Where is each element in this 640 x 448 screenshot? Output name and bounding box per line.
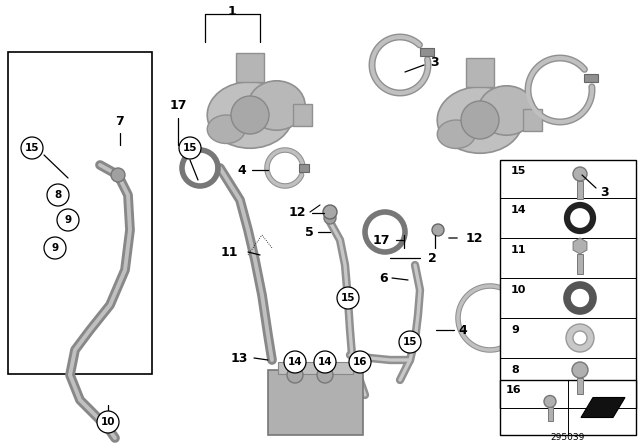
- Circle shape: [21, 137, 43, 159]
- Text: 15: 15: [511, 166, 526, 176]
- Text: 13: 13: [230, 352, 248, 365]
- Bar: [268, 370, 363, 435]
- Circle shape: [572, 362, 588, 378]
- Ellipse shape: [207, 115, 245, 143]
- Circle shape: [399, 331, 421, 353]
- Circle shape: [314, 351, 336, 373]
- Bar: [577, 254, 583, 274]
- Text: 10: 10: [511, 285, 526, 295]
- Text: 15: 15: [183, 143, 197, 153]
- Bar: [577, 181, 583, 199]
- Bar: [612, 199, 626, 207]
- Bar: [547, 408, 552, 422]
- Circle shape: [317, 367, 333, 383]
- Text: 17: 17: [169, 99, 187, 112]
- Text: 9: 9: [65, 215, 72, 225]
- Text: 3: 3: [600, 185, 609, 198]
- Circle shape: [44, 237, 66, 259]
- Text: 15: 15: [403, 337, 417, 347]
- Bar: [466, 58, 494, 87]
- Text: 17: 17: [372, 233, 390, 246]
- Circle shape: [337, 287, 359, 309]
- Bar: [518, 314, 528, 322]
- Polygon shape: [581, 397, 625, 418]
- Bar: [236, 53, 264, 82]
- Text: 6: 6: [380, 271, 388, 284]
- Text: 2: 2: [428, 251, 436, 264]
- Text: 7: 7: [116, 115, 124, 128]
- Text: 14: 14: [288, 357, 302, 367]
- Circle shape: [324, 212, 336, 224]
- Ellipse shape: [437, 120, 476, 148]
- Ellipse shape: [248, 81, 305, 130]
- Bar: [292, 103, 312, 126]
- Circle shape: [57, 209, 79, 231]
- Ellipse shape: [437, 87, 523, 153]
- Polygon shape: [573, 238, 587, 254]
- Text: 8: 8: [511, 365, 519, 375]
- Circle shape: [284, 351, 306, 373]
- Bar: [584, 73, 598, 82]
- Bar: [299, 164, 309, 172]
- Text: 11: 11: [221, 246, 238, 258]
- Bar: [8, 52, 152, 374]
- Text: 11: 11: [511, 245, 527, 255]
- Circle shape: [287, 367, 303, 383]
- Circle shape: [573, 331, 587, 345]
- Ellipse shape: [207, 82, 292, 148]
- Text: 16: 16: [353, 357, 367, 367]
- Circle shape: [349, 351, 371, 373]
- Circle shape: [179, 137, 201, 159]
- Circle shape: [111, 168, 125, 182]
- Text: 1: 1: [228, 5, 236, 18]
- Text: 8: 8: [54, 190, 61, 200]
- Ellipse shape: [478, 86, 535, 135]
- Circle shape: [544, 396, 556, 408]
- Circle shape: [403, 333, 417, 347]
- Circle shape: [566, 324, 594, 352]
- Text: 295039: 295039: [551, 434, 585, 443]
- Text: 10: 10: [100, 417, 115, 427]
- Circle shape: [573, 167, 587, 181]
- Circle shape: [432, 224, 444, 236]
- Circle shape: [97, 411, 119, 433]
- Bar: [278, 362, 353, 374]
- Circle shape: [341, 293, 355, 307]
- Circle shape: [231, 96, 269, 134]
- Text: 14: 14: [317, 357, 332, 367]
- Text: 4: 4: [237, 164, 246, 177]
- Text: 14: 14: [511, 205, 527, 215]
- Text: 9: 9: [511, 325, 519, 335]
- Bar: [500, 380, 636, 435]
- Circle shape: [461, 101, 499, 139]
- Text: 15: 15: [25, 143, 39, 153]
- Text: 16: 16: [506, 385, 522, 395]
- Text: 4: 4: [458, 323, 467, 336]
- Text: 3: 3: [430, 56, 438, 69]
- Text: 5: 5: [305, 225, 314, 238]
- Text: 12: 12: [466, 232, 483, 245]
- Text: 9: 9: [51, 243, 59, 253]
- Bar: [523, 108, 541, 131]
- Circle shape: [323, 205, 337, 219]
- Bar: [500, 160, 636, 408]
- Bar: [420, 47, 433, 56]
- Bar: [577, 378, 583, 394]
- Circle shape: [47, 184, 69, 206]
- Text: 15: 15: [340, 293, 355, 303]
- Text: 12: 12: [289, 207, 306, 220]
